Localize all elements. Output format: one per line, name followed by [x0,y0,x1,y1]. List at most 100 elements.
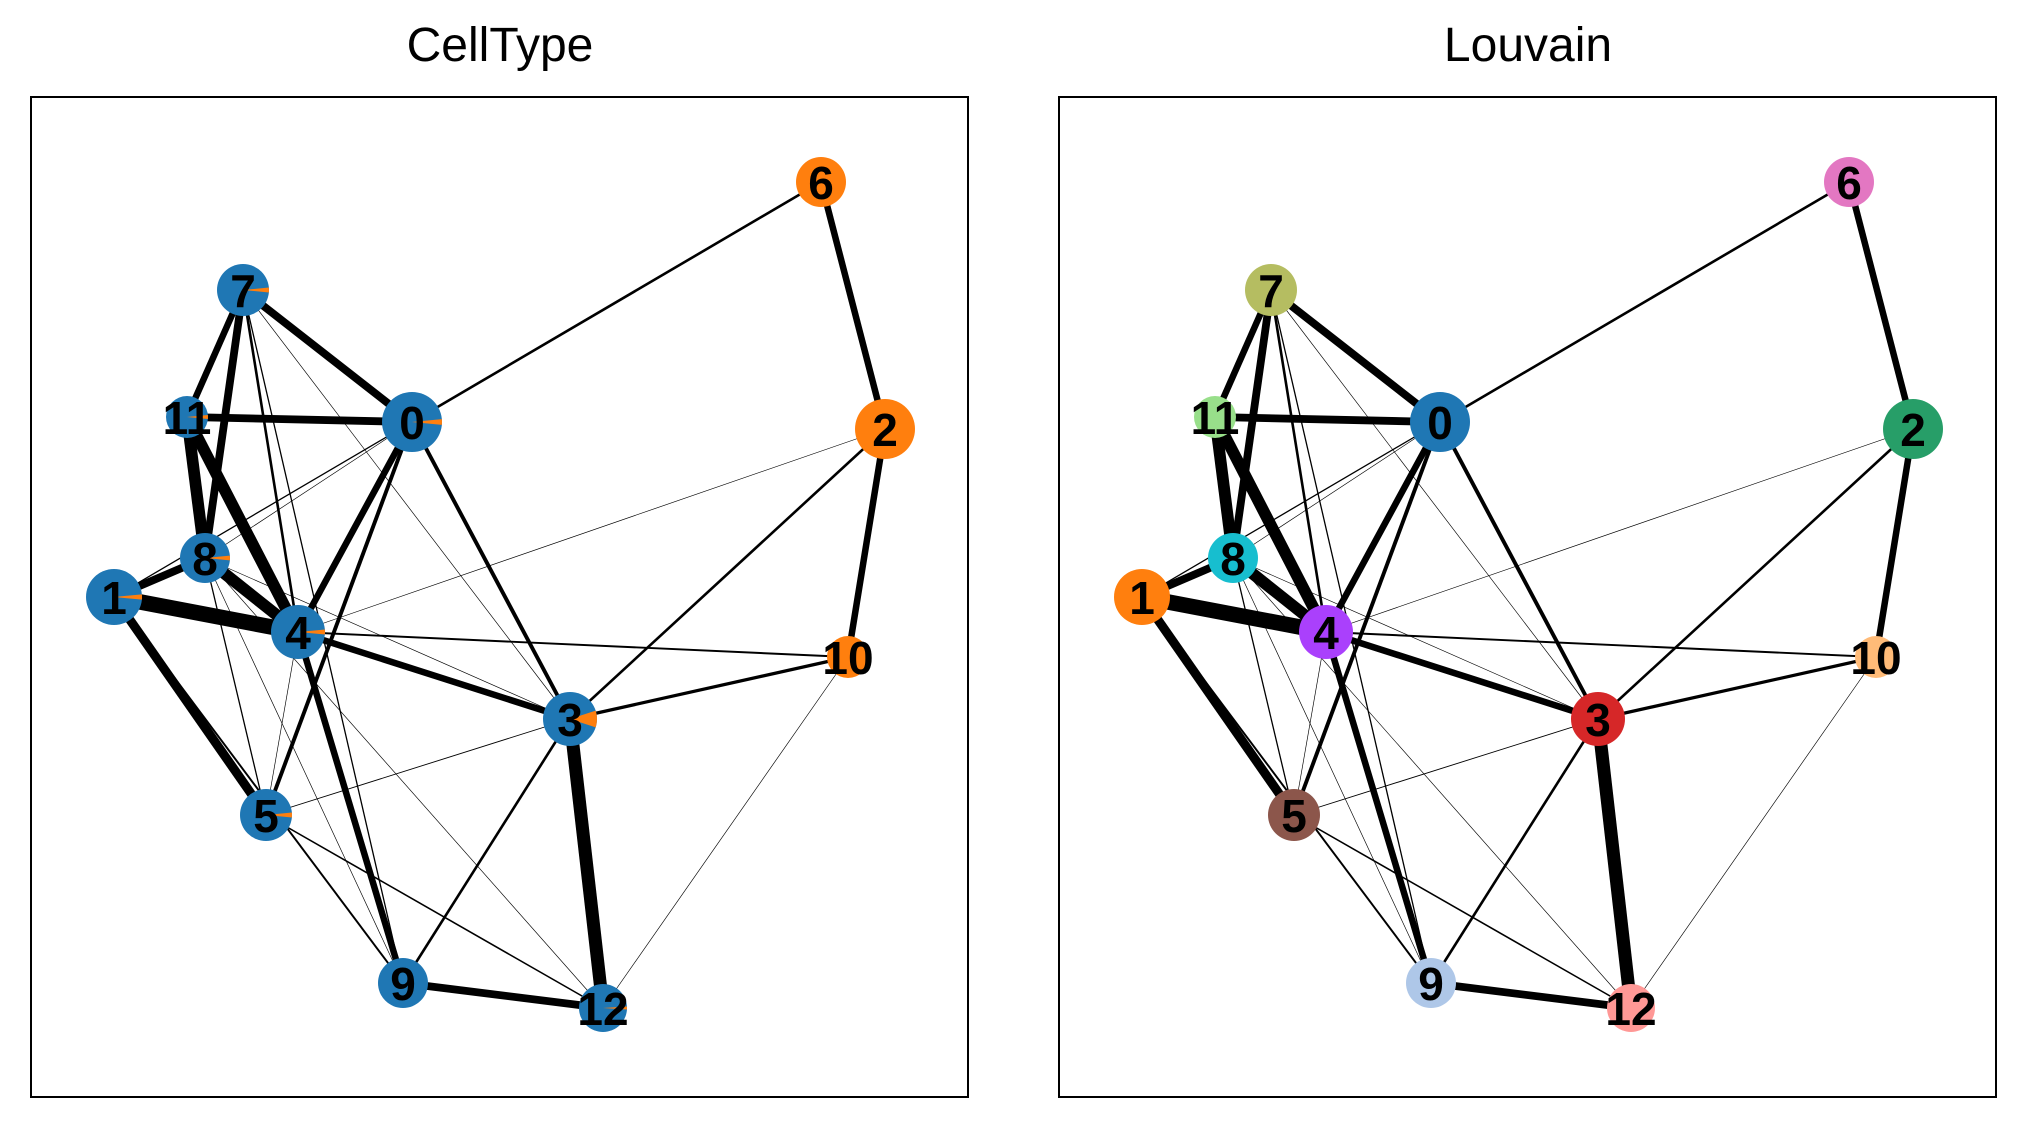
edge-8-9 [204,557,404,984]
node-3[interactable]: 3 [1571,692,1625,746]
node-circle-1 [1114,569,1170,625]
edge-7-8 [1229,289,1275,559]
edge-0-6 [411,180,822,424]
edge-4-5 [265,631,299,816]
edge-9-12 [1430,979,1632,1012]
node-circle-2 [855,399,915,459]
node-3[interactable]: 3 [543,692,597,746]
edge-3-9 [1429,718,1600,984]
edge-1-9 [1141,596,1432,984]
edge-4-5 [1293,631,1327,816]
node-2[interactable]: 2 [1883,399,1943,459]
edge-0-6 [1439,180,1850,424]
node-10[interactable]: 10 [822,632,873,684]
node-10[interactable]: 10 [1850,632,1901,684]
node-label-7: 7 [230,265,256,317]
node-7[interactable]: 7 [1245,264,1297,317]
node-label-2: 2 [1900,404,1926,456]
node-0[interactable]: 0 [382,392,442,452]
panel-title-louvain: Louvain [1443,19,1613,72]
edge-8-5 [1232,557,1295,816]
edge-2-10 [1872,428,1917,658]
node-5[interactable]: 5 [1268,789,1320,842]
edge-0-3 [1438,421,1600,720]
node-9[interactable]: 9 [378,958,428,1010]
node-slice-0 [412,419,442,425]
node-slice-5 [266,812,292,818]
edge-6-2 [817,181,889,430]
edge-3-9 [401,718,572,984]
edge-2-4 [1325,428,1914,633]
panel-title-celltype: CellType [406,19,594,72]
louvain-graph-frame: 0 1 2 3 4 5 6 7 8 9 10 11 12 [1058,96,1997,1098]
edge-0-1 [113,421,413,598]
node-slice-11 [187,415,208,419]
edge-1-9 [113,596,404,984]
edge-0-3 [410,421,572,720]
edge-4-1 [1140,589,1328,640]
node-6[interactable]: 6 [1824,157,1874,209]
celltype-graph-frame: 0 1 2 3 4 5 6 7 8 9 10 11 12 [30,96,969,1098]
edge-5-12 [1293,814,1632,1009]
edge-7-0 [1268,286,1443,426]
edge-3-12 [1591,718,1638,1009]
edge-11-0 [1214,413,1441,426]
edge-0-8 [204,421,413,559]
edge-0-4 [295,420,415,634]
node-1[interactable]: 1 [86,569,142,625]
edge-12-10 [1630,656,1877,1009]
edge-2-10 [844,428,889,658]
node-12[interactable]: 12 [577,983,628,1035]
edge-5-3 [1293,718,1599,816]
node-12[interactable]: 12 [1605,983,1656,1035]
node-circle-0 [1410,392,1470,452]
node-11[interactable]: 11 [1191,392,1240,444]
node-circle-4 [1299,605,1353,659]
node-label-6: 6 [1836,157,1862,209]
edge-7-8 [201,289,247,559]
node-circle-3 [1571,692,1625,746]
node-2[interactable]: 2 [855,399,915,459]
node-label-2: 2 [872,404,898,456]
edge-4-1 [112,589,300,640]
node-label-11: 11 [163,392,212,444]
node-7[interactable]: 7 [217,264,269,317]
edge-8-9 [1232,557,1432,984]
edge-4-9 [1322,631,1435,984]
edge-2-3 [569,428,886,720]
node-label-0: 0 [399,397,425,449]
node-5[interactable]: 5 [240,789,292,842]
edge-4-3 [1325,628,1599,723]
edge-2-3 [1597,428,1914,720]
node-label-10: 10 [822,632,873,684]
edge-8-3 [1232,557,1599,720]
node-11[interactable]: 11 [163,392,212,444]
edge-0-4 [1323,420,1443,634]
edge-11-4 [181,414,304,635]
node-label-10: 10 [1850,632,1901,684]
node-8[interactable]: 8 [1208,533,1258,585]
edge-7-3 [242,289,571,720]
node-0[interactable]: 0 [1410,392,1470,452]
node-4[interactable]: 4 [271,605,325,659]
node-label-8: 8 [1220,533,1246,585]
node-circle-8 [1208,533,1258,583]
edge-8-3 [204,557,571,720]
edge-2-4 [297,428,886,633]
node-8[interactable]: 8 [180,533,230,585]
node-circle-2 [1883,399,1943,459]
node-4[interactable]: 4 [1299,605,1353,659]
node-circle-6 [1824,157,1874,207]
node-1[interactable]: 1 [1114,569,1170,625]
node-label-11: 11 [1191,392,1240,444]
node-6[interactable]: 6 [796,157,846,209]
edge-7-0 [240,286,415,426]
node-label-9: 9 [390,958,416,1010]
node-circle-5 [1268,789,1320,841]
node-label-7: 7 [1258,265,1284,317]
edge-4-10 [1325,631,1877,658]
node-9[interactable]: 9 [1406,958,1456,1010]
